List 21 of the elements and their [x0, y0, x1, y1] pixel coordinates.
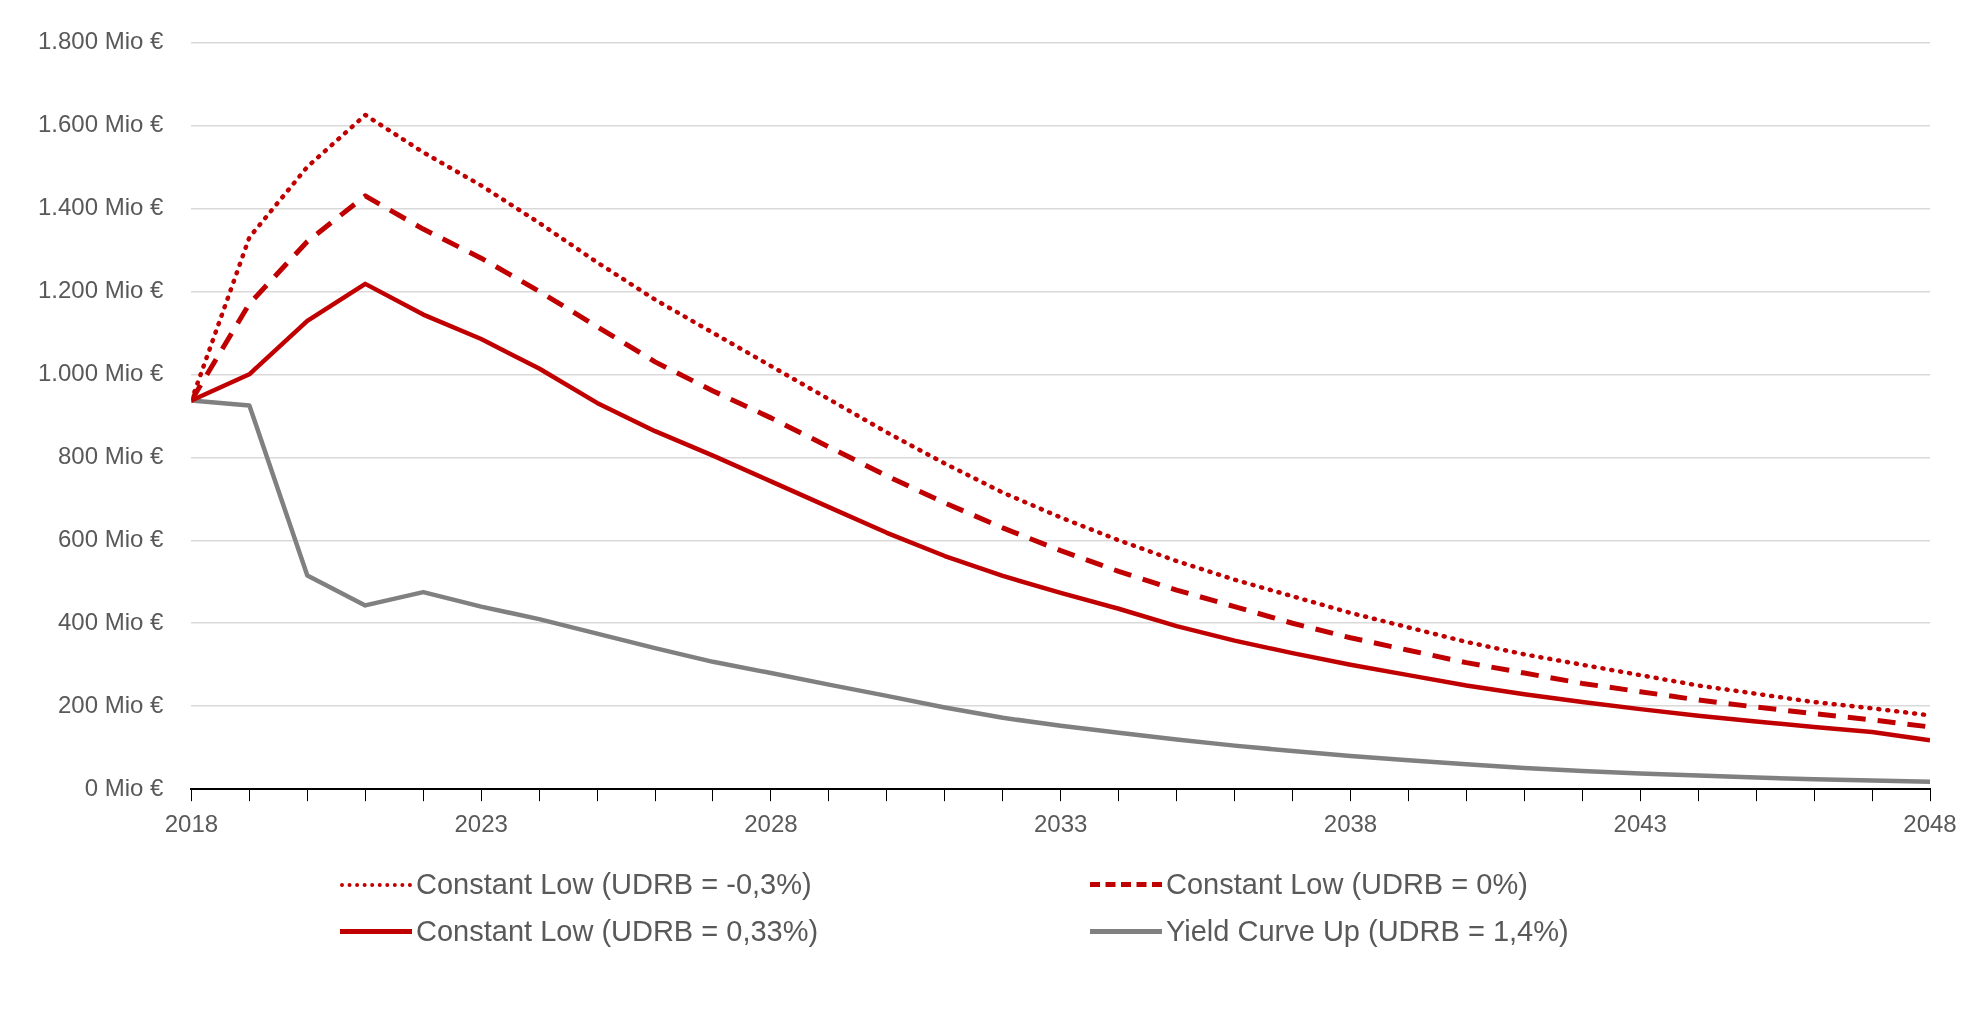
- y-tick-label: 600 Mio €: [58, 524, 165, 552]
- legend-label: Constant Low (UDRB = 0%): [1166, 868, 1528, 901]
- y-tick-label: 1.600 Mio €: [37, 110, 165, 137]
- x-tick-label: 2038: [1323, 810, 1378, 838]
- y-tick-label: 1.200 Mio €: [37, 275, 165, 303]
- y-tick-label: 200 Mio €: [58, 690, 165, 718]
- y-tick-label: 0 Mio €: [84, 773, 165, 801]
- x-tick-label: 2028: [744, 810, 798, 838]
- x-tick-label: 2043: [1613, 810, 1667, 838]
- y-tick-label: 800 Mio €: [58, 441, 165, 469]
- x-tick-label: 2048: [1903, 810, 1957, 838]
- x-tick-label: 2018: [164, 810, 219, 838]
- x-tick-label: 2033: [1034, 810, 1088, 838]
- x-tick-label: 2023: [454, 810, 508, 838]
- y-tick-label: 1.000 Mio €: [37, 358, 165, 386]
- legend-label: Constant Low (UDRB = 0,33%): [416, 915, 819, 948]
- y-tick-label: 1.800 Mio €: [37, 27, 165, 55]
- legend-label: Yield Curve Up (UDRB = 1,4%): [1166, 915, 1569, 948]
- legend-label: Constant Low (UDRB = -0,3%): [416, 868, 812, 901]
- y-tick-label: 400 Mio €: [58, 607, 165, 635]
- y-tick-label: 1.400 Mio €: [37, 192, 165, 220]
